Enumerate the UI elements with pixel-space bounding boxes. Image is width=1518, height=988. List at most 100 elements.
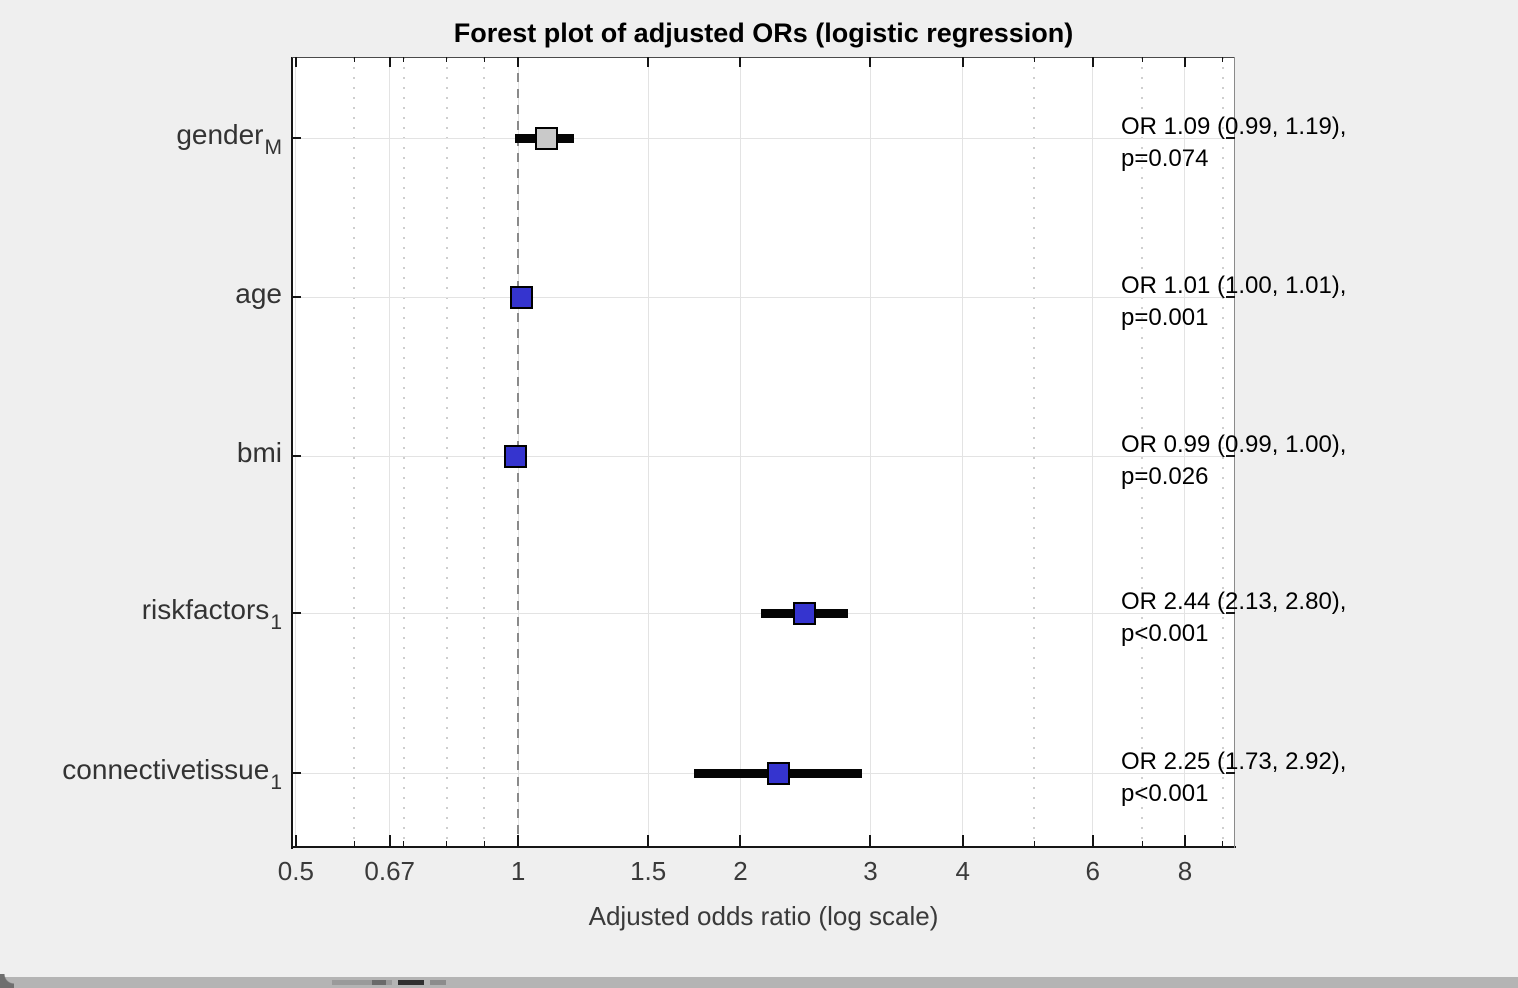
x-tick-label: 3 [863,856,878,886]
annotation-or-ci: OR 1.01 (1.00, 1.01), [1121,272,1347,299]
chart-title: Forest plot of adjusted ORs (logistic re… [453,18,1074,48]
x-axis-major-tick [869,835,872,848]
y-axis-category-label: riskfactors1 [0,594,282,634]
x-axis-minor-tick-top [1222,57,1224,62]
x-axis-major-tick-top [739,57,742,67]
x-gridline-minor [353,57,356,848]
row-annotation: OR 2.25 (1.73, 2.92), p<0.001 [1121,746,1346,810]
x-axis-minor-tick-top [353,57,355,62]
row-annotation: OR 1.01 (1.00, 1.01), p=0.001 [1121,270,1346,334]
x-axis-major-tick-top [647,57,650,67]
y-axis-tick-right [1226,137,1235,139]
y-axis-category-label: genderM [0,119,282,159]
y-axis-category-text: connectivetissue [62,754,270,785]
background-window-artifact [332,980,392,985]
y-axis-line [291,57,293,849]
x-gridline-major [1184,57,1186,848]
x-axis-minor-tick [1033,841,1035,848]
y-axis-category-subscript: 1 [270,611,282,634]
y-axis-tick-right [1226,296,1235,298]
x-axis-minor-tick-top [403,57,405,62]
x-axis-minor-tick-top [1033,57,1035,62]
x-gridline-minor [445,57,448,848]
y-axis-category-text: bmi [236,437,282,468]
x-axis-major-tick [647,835,650,848]
forest-marker [793,602,817,625]
x-axis-major-tick-top [517,57,520,67]
x-axis-minor-tick [353,841,355,848]
y-axis-category-label: bmi [0,437,282,469]
x-gridline-major [389,57,391,848]
x-axis-line [292,846,1236,848]
x-tick-label: 6 [1085,856,1100,886]
x-axis-minor-tick [446,841,448,848]
x-axis-major-tick-top [1091,57,1094,67]
x-axis-major-tick [1091,835,1094,848]
x-axis-major-tick [739,835,742,848]
x-axis-minor-tick [403,841,405,848]
x-tick-label: 1.5 [630,856,667,886]
background-window-edge [0,977,1518,988]
y-gridline [292,296,1235,298]
background-window-artifact [430,980,446,985]
y-axis-category-text: riskfactors [141,594,270,625]
x-gridline-major [1092,57,1094,848]
x-tick-label: 8 [1177,856,1193,886]
x-tick-label: 0.67 [364,856,416,886]
forest-marker [767,762,791,785]
x-tick-label: 2 [733,856,748,886]
y-axis-tick [292,772,301,774]
y-axis-tick [292,137,301,139]
annotation-p-value: p=0.026 [1121,463,1209,490]
x-gridline-major [869,57,871,848]
row-annotation: OR 0.99 (0.99, 1.00), p=0.026 [1121,429,1346,493]
x-axis-minor-tick [483,841,485,848]
x-axis-major-tick [517,835,520,848]
x-axis-major-tick-top [1183,57,1186,67]
x-axis-minor-tick-top [483,57,485,62]
row-annotation: OR 2.44 (2.13, 2.80), p<0.001 [1121,586,1346,650]
x-axis-minor-tick [1141,841,1143,848]
x-gridline-major [739,57,741,848]
y-gridline [292,455,1235,457]
forest-marker [510,286,534,309]
forest-marker [534,127,558,150]
y-axis-category-text: age [235,278,282,309]
x-axis-minor-tick-top [1141,57,1143,62]
plot-box-top-line [292,57,1235,58]
x-axis-major-tick [961,835,964,848]
x-gridline-major [647,57,649,848]
y-axis-tick [292,612,301,614]
x-axis-major-tick-top [294,57,297,67]
plot-box-right-line [1234,57,1235,848]
x-gridline-minor [402,57,405,848]
annotation-p-value: p=0.001 [1121,304,1209,331]
x-gridline-minor [483,57,486,848]
window-corner-shadow [0,974,14,988]
annotation-or-ci: OR 2.44 (2.13, 2.80), [1121,588,1347,615]
x-gridline-minor [1141,57,1144,848]
x-axis-major-tick-top [869,57,872,67]
y-axis-category-subscript: M [264,136,283,159]
annotation-p-value: p=0.074 [1121,145,1209,172]
row-annotation: OR 1.09 (0.99, 1.19), p=0.074 [1121,111,1346,175]
x-axis-major-tick [1183,835,1186,848]
x-tick-label: 4 [955,856,970,886]
x-tick-label: 0.5 [277,856,314,886]
background-window-artifact [372,980,386,985]
annotation-p-value: p<0.001 [1121,780,1209,807]
x-gridline-minor [1033,57,1036,848]
x-gridline-major [295,57,297,848]
y-axis-tick-right [1226,612,1235,614]
x-axis-major-tick [388,835,391,848]
x-axis-minor-tick [1222,841,1224,848]
annotation-or-ci: OR 0.99 (0.99, 1.00), [1121,431,1347,458]
y-axis-category-text: gender [176,119,264,150]
x-gridline-major [962,57,964,848]
x-gridline-minor [1221,57,1224,848]
plot-area [292,57,1235,848]
y-axis-category-label: age [0,278,282,310]
x-axis-major-tick [294,835,297,848]
x-axis-major-tick-top [388,57,391,67]
